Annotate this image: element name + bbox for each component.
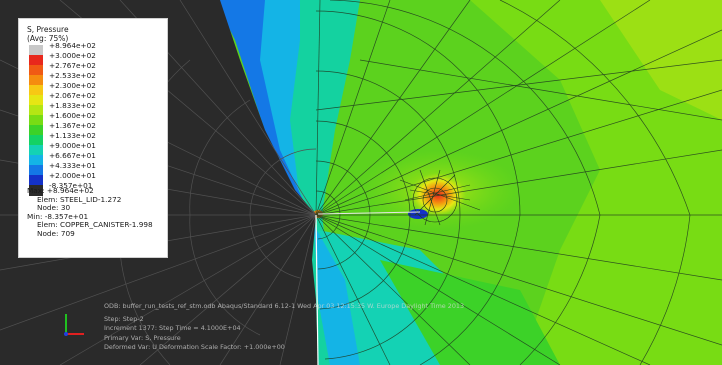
min-elem: Elem: COPPER_CANISTER-1.998 (37, 220, 153, 230)
axis-triad-icon (64, 314, 84, 336)
legend-swatch (29, 125, 43, 136)
legend-label: +2.767e+02 (49, 61, 96, 70)
step-info: Step: Step-2 (104, 314, 144, 323)
legend-swatch (29, 105, 43, 116)
min-node: Node: 709 (37, 228, 75, 238)
legend-title-line2: (Avg: 75%) (27, 34, 69, 43)
field-yellow-green (600, 0, 722, 120)
legend-swatch (29, 165, 43, 176)
legend-title: S, Pressure (Avg: 75%) (27, 25, 69, 43)
min-value: Min: -8.357e+01 (27, 211, 89, 221)
band-blue-lower (314, 225, 360, 365)
max-node: Node: 30 (37, 203, 71, 213)
legend-swatch (29, 185, 43, 196)
legend-label: +2.067e+02 (49, 91, 96, 100)
legend-title-line1: S, Pressure (27, 25, 69, 34)
legend-label: +4.333e+01 (49, 161, 96, 170)
legend-swatch (29, 55, 43, 66)
legend-swatch (29, 145, 43, 156)
legend-label: +2.300e+02 (49, 81, 96, 90)
legend-swatch (29, 115, 43, 126)
legend-label: +3.000e+02 (49, 51, 96, 60)
legend-swatch (29, 45, 43, 56)
primary-var-info: Primary Var: S, Pressure (104, 333, 181, 342)
legend-label: +8.964e+02 (49, 41, 96, 50)
legend-label: +9.000e+01 (49, 141, 96, 150)
increment-info: Increment 1377: Step Time = 4.1000E+04 (104, 324, 241, 332)
mesh-refined (399, 169, 481, 226)
band-green-lower (380, 260, 560, 365)
extrema-info: Max: +8.964e+02 Elem: STEEL_LID-1.272 No… (27, 186, 153, 239)
odb-info: ODB: buffer_run_tests_ref_stm.odb Abaqus… (104, 302, 465, 310)
max-elem: Elem: STEEL_LID-1.272 (37, 194, 122, 204)
legend-label: +1.833e+02 (49, 101, 96, 110)
interface-line (315, 214, 319, 365)
legend-label: +2.533e+02 (49, 71, 96, 80)
legend-swatch (29, 75, 43, 86)
gap-line (317, 211, 421, 215)
legend-swatch (29, 135, 43, 146)
legend-swatch (29, 175, 43, 186)
deformed-var-info: Deformed Var: U Deformation Scale Factor… (104, 343, 285, 351)
legend-label: +6.667e+01 (49, 151, 96, 160)
field-light-green-right (470, 0, 722, 365)
legend-swatch (29, 95, 43, 106)
band-blue (215, 0, 310, 215)
legend-label: +1.600e+02 (49, 111, 96, 120)
legend-swatch (29, 155, 43, 166)
legend-label: +1.367e+02 (49, 121, 96, 130)
legend-label: -8.357e+01 (49, 181, 93, 190)
legend-color-bar (29, 45, 43, 196)
contour-legend[interactable]: S, Pressure (Avg: 75%) +8.964e+02 +3.000e… (18, 18, 168, 258)
legend-label: +1.133e+02 (49, 131, 96, 140)
viewport-status: ODB: buffer_run_tests_ref_stm.odb Abaqus… (104, 302, 664, 353)
max-value: Max: +8.964e+02 (27, 186, 94, 195)
mesh-canister (315, 0, 722, 365)
legend-swatch (29, 85, 43, 96)
legend-label: +2.000e+01 (49, 171, 96, 180)
legend-swatch (29, 65, 43, 76)
